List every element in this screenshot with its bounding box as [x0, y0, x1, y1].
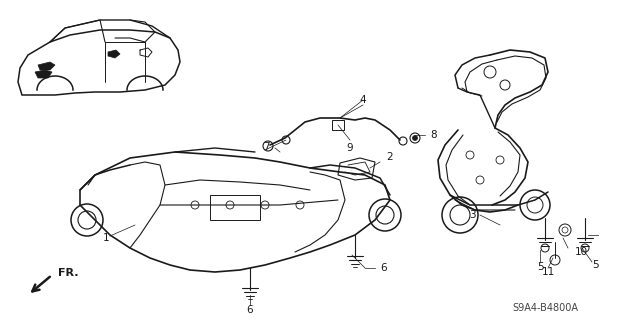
Text: 5: 5 — [537, 262, 543, 272]
Polygon shape — [35, 70, 52, 78]
Text: 2: 2 — [387, 152, 394, 162]
Text: 8: 8 — [430, 130, 436, 140]
Text: 6: 6 — [246, 305, 253, 315]
Text: 9: 9 — [347, 143, 353, 153]
Polygon shape — [108, 50, 120, 58]
Text: 1: 1 — [102, 233, 109, 243]
Text: 10: 10 — [575, 247, 588, 257]
Polygon shape — [38, 62, 55, 70]
Text: 6: 6 — [380, 263, 387, 273]
Circle shape — [413, 136, 417, 140]
Text: 5: 5 — [592, 260, 598, 270]
Text: 7: 7 — [264, 142, 270, 152]
Text: FR.: FR. — [58, 268, 79, 278]
Text: 4: 4 — [360, 95, 366, 105]
Text: 11: 11 — [541, 267, 555, 277]
Text: S9A4-B4800A: S9A4-B4800A — [512, 303, 578, 313]
Text: 3: 3 — [469, 210, 476, 220]
